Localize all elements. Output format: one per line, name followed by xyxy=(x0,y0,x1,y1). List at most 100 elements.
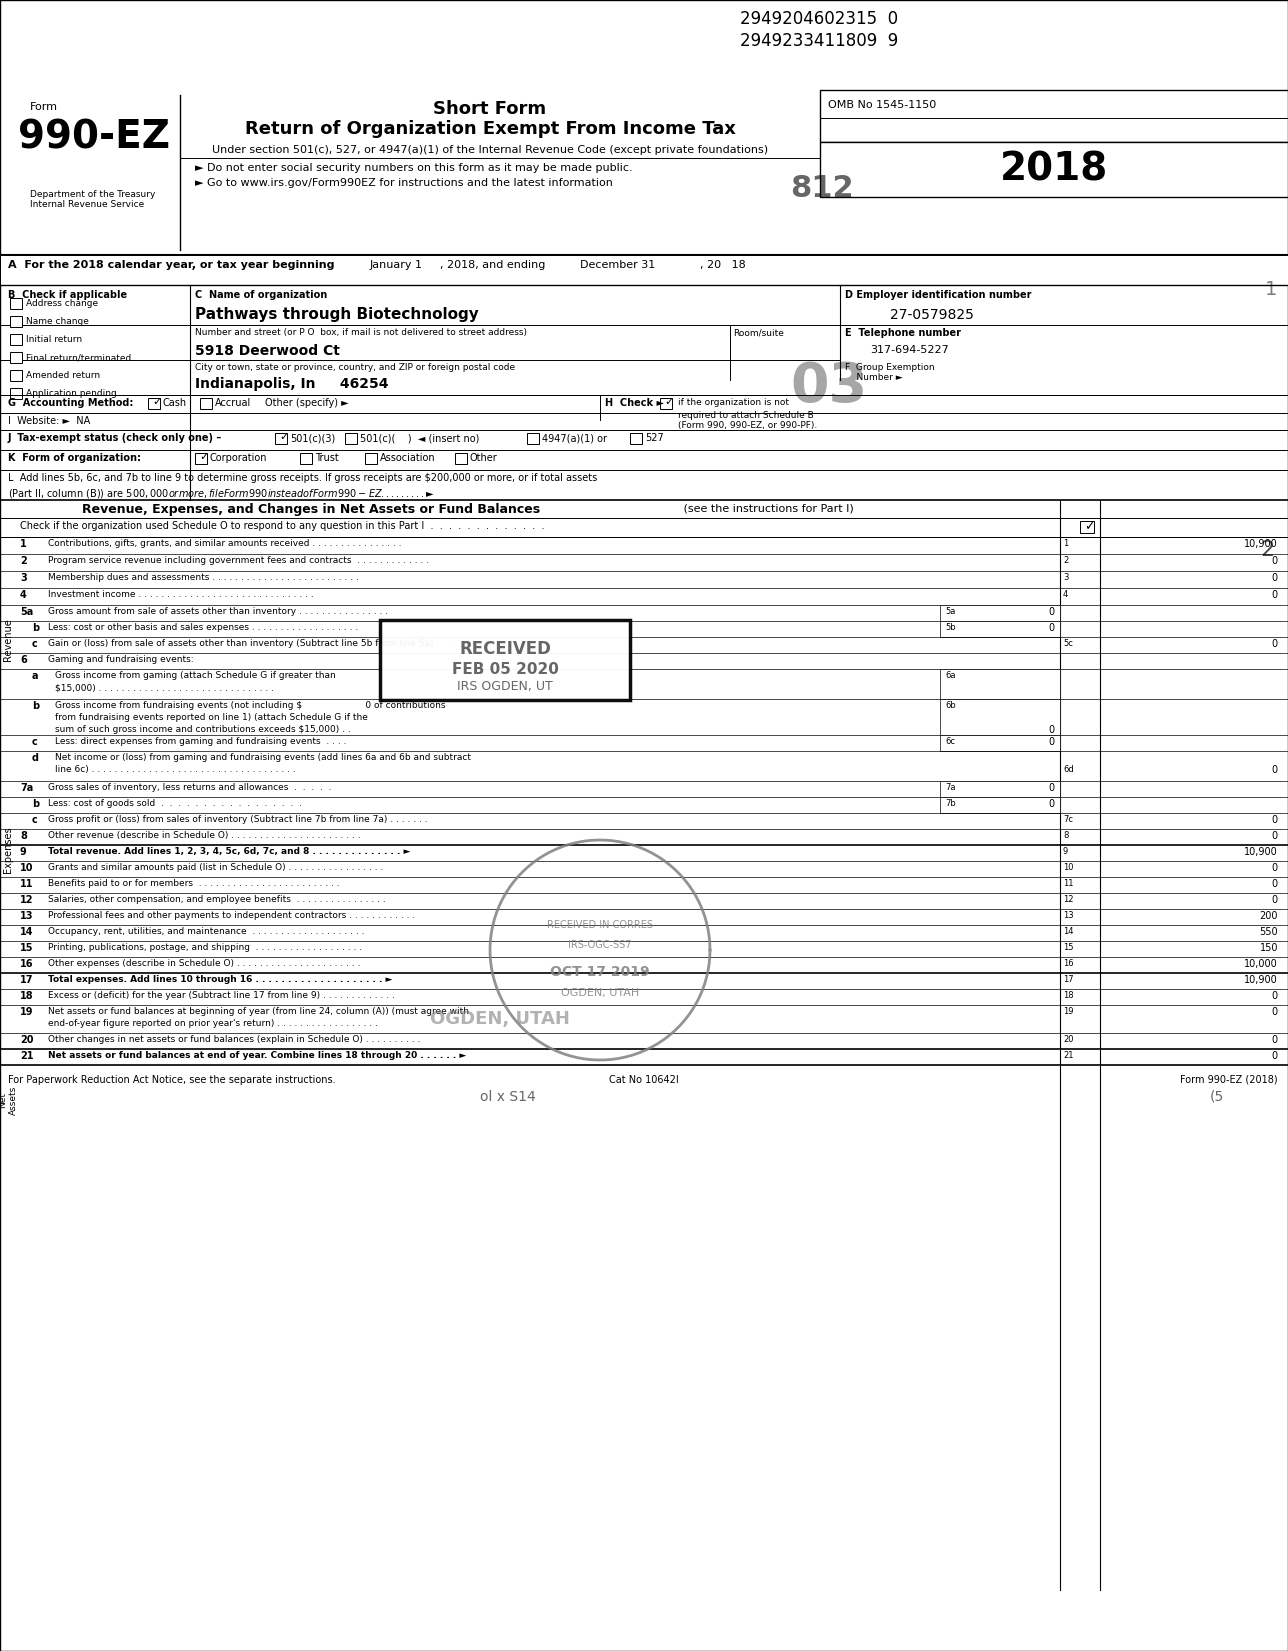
Text: 8: 8 xyxy=(21,830,27,840)
Text: 0: 0 xyxy=(1048,783,1055,792)
Text: 0: 0 xyxy=(1271,639,1278,649)
Text: Department of the Treasury: Department of the Treasury xyxy=(30,190,156,200)
Text: 200: 200 xyxy=(1260,911,1278,921)
Text: 501(c)(    )  ◄ (insert no): 501(c)( ) ◄ (insert no) xyxy=(361,433,479,442)
Bar xyxy=(940,735,1060,751)
Text: Accrual: Accrual xyxy=(215,398,251,408)
Text: 3: 3 xyxy=(1063,573,1068,583)
Text: 14: 14 xyxy=(1063,926,1073,936)
Text: b: b xyxy=(32,799,39,809)
Text: Trust: Trust xyxy=(316,452,339,462)
Text: Gross sales of inventory, less returns and allowances  .  .  .  .  .: Gross sales of inventory, less returns a… xyxy=(48,783,331,792)
Text: 6a: 6a xyxy=(945,670,956,680)
Text: City or town, state or province, country, and ZIP or foreign postal code: City or town, state or province, country… xyxy=(194,363,515,371)
Text: 19: 19 xyxy=(21,1007,33,1017)
Text: c: c xyxy=(32,816,37,826)
Text: Short Form: Short Form xyxy=(434,101,546,117)
Text: Total expenses. Add lines 10 through 16 . . . . . . . . . . . . . . . . . . . . : Total expenses. Add lines 10 through 16 … xyxy=(48,976,393,984)
Text: 12: 12 xyxy=(1063,895,1073,905)
Text: 18: 18 xyxy=(21,991,33,1001)
Text: 7a: 7a xyxy=(945,783,956,792)
Text: 812: 812 xyxy=(790,173,854,203)
Text: RECEIVED: RECEIVED xyxy=(459,641,551,659)
Bar xyxy=(0,254,1288,286)
Bar xyxy=(940,698,1060,735)
Bar xyxy=(820,142,1288,196)
Text: 15: 15 xyxy=(21,943,33,953)
Text: C  Name of organization: C Name of organization xyxy=(194,291,327,300)
Text: 12: 12 xyxy=(21,895,33,905)
Text: 5a: 5a xyxy=(945,608,956,616)
Bar xyxy=(10,315,22,327)
Text: 550: 550 xyxy=(1260,926,1278,938)
Text: sum of such gross income and contributions exceeds $15,000) . .: sum of such gross income and contributio… xyxy=(55,725,350,735)
Text: 0: 0 xyxy=(1271,991,1278,1001)
Text: RECEIVED IN CORRES: RECEIVED IN CORRES xyxy=(547,920,653,930)
Text: 0: 0 xyxy=(1271,589,1278,599)
Bar xyxy=(345,433,357,444)
Text: Association: Association xyxy=(380,452,435,462)
Text: 2: 2 xyxy=(21,556,27,566)
Text: 2: 2 xyxy=(1260,540,1274,560)
Text: ✓: ✓ xyxy=(200,452,209,462)
Text: 5b: 5b xyxy=(945,622,956,632)
Bar xyxy=(820,91,1288,142)
Text: January 1: January 1 xyxy=(370,259,422,271)
Text: Other revenue (describe in Schedule O) . . . . . . . . . . . . . . . . . . . . .: Other revenue (describe in Schedule O) .… xyxy=(48,830,361,840)
Text: 13: 13 xyxy=(21,911,33,921)
Text: Investment income . . . . . . . . . . . . . . . . . . . . . . . . . . . . . . .: Investment income . . . . . . . . . . . … xyxy=(48,589,314,599)
Text: 6: 6 xyxy=(21,655,27,665)
Text: 501(c)(3): 501(c)(3) xyxy=(290,433,335,442)
Text: Printing, publications, postage, and shipping  . . . . . . . . . . . . . . . . .: Printing, publications, postage, and shi… xyxy=(48,943,362,953)
Text: Benefits paid to or for members  . . . . . . . . . . . . . . . . . . . . . . . .: Benefits paid to or for members . . . . … xyxy=(48,878,340,888)
Text: 10: 10 xyxy=(21,863,33,873)
Bar xyxy=(365,452,377,464)
Bar xyxy=(1081,522,1094,533)
Text: 20: 20 xyxy=(21,1035,33,1045)
Text: J  Tax-exempt status (check only one) –: J Tax-exempt status (check only one) – xyxy=(8,433,223,442)
Text: G  Accounting Method:: G Accounting Method: xyxy=(8,398,134,408)
Text: 0: 0 xyxy=(1271,1035,1278,1045)
Text: 1: 1 xyxy=(1265,281,1278,299)
Text: 4947(a)(1) or: 4947(a)(1) or xyxy=(542,433,607,442)
Text: Excess or (deficit) for the year (Subtract line 17 from line 9) . . . . . . . . : Excess or (deficit) for the year (Subtra… xyxy=(48,991,395,1001)
Text: For Paperwork Reduction Act Notice, see the separate instructions.: For Paperwork Reduction Act Notice, see … xyxy=(8,1075,336,1085)
Text: K  Form of organization:: K Form of organization: xyxy=(8,452,140,462)
Bar xyxy=(659,398,672,409)
Text: Less: cost or other basis and sales expenses . . . . . . . . . . . . . . . . . .: Less: cost or other basis and sales expe… xyxy=(48,622,358,632)
Text: Revenue: Revenue xyxy=(3,619,13,662)
Text: 0: 0 xyxy=(1271,895,1278,905)
Text: 0: 0 xyxy=(1271,1052,1278,1062)
Text: Less: direct expenses from gaming and fundraising events  . . . .: Less: direct expenses from gaming and fu… xyxy=(55,736,346,746)
Bar xyxy=(276,433,287,444)
Text: , 20   18: , 20 18 xyxy=(699,259,746,271)
Bar xyxy=(940,669,1060,698)
Text: 10,900: 10,900 xyxy=(1244,847,1278,857)
Text: Open to Public
Inspection: Open to Public Inspection xyxy=(992,201,1117,234)
Text: L  Add lines 5b, 6c, and 7b to line 9 to determine gross receipts. If gross rece: L Add lines 5b, 6c, and 7b to line 9 to … xyxy=(8,472,598,484)
Bar xyxy=(820,196,1288,254)
Text: 8: 8 xyxy=(1063,830,1068,840)
Text: 7c: 7c xyxy=(1063,816,1073,824)
Text: Form 990-EZ (2018): Form 990-EZ (2018) xyxy=(1180,1075,1278,1085)
Text: 0: 0 xyxy=(1271,1007,1278,1017)
Bar xyxy=(940,781,1060,797)
Text: 10,900: 10,900 xyxy=(1244,976,1278,986)
Text: 0: 0 xyxy=(1271,573,1278,583)
Text: Net
Assets: Net Assets xyxy=(0,1085,18,1114)
Text: Check if the organization used Schedule O to respond to any question in this Par: Check if the organization used Schedule … xyxy=(21,522,545,532)
Bar xyxy=(10,334,22,345)
Text: Occupancy, rent, utilities, and maintenance  . . . . . . . . . . . . . . . . . .: Occupancy, rent, utilities, and maintena… xyxy=(48,926,365,936)
Bar xyxy=(200,398,213,409)
Bar xyxy=(380,621,630,700)
Text: ✓: ✓ xyxy=(279,433,289,442)
Bar xyxy=(940,621,1060,637)
Text: OCT 17 2019: OCT 17 2019 xyxy=(550,964,650,979)
Text: OGDEN, UTAH: OGDEN, UTAH xyxy=(560,987,639,997)
Bar xyxy=(10,352,22,363)
Text: 5a: 5a xyxy=(21,608,33,617)
Text: Initial return: Initial return xyxy=(26,335,82,343)
Text: 21: 21 xyxy=(21,1052,33,1062)
Text: 7b: 7b xyxy=(945,799,956,807)
Text: d: d xyxy=(32,753,39,763)
